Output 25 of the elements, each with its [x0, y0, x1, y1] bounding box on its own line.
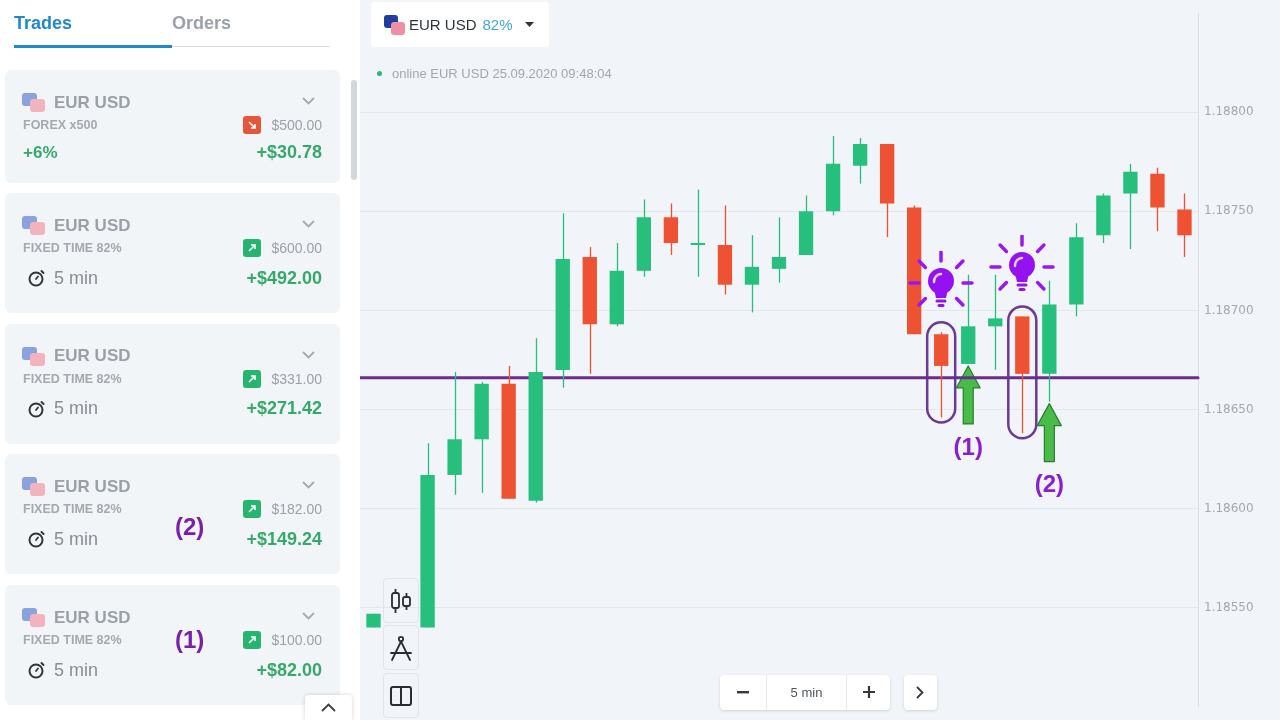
- dropdown-button: EUR USD 82%: [371, 2, 549, 47]
- candlestick: [744, 234, 760, 314]
- candlestick: [771, 216, 787, 284]
- text: Trades: [14, 11, 73, 35]
- trade-card: EUR USD FIXED TIME 82% $331.00 5 min +$271.42: [5, 323, 340, 444]
- y-tick-label: 1.18800: [1204, 104, 1254, 119]
- annotation: (1): [953, 432, 983, 460]
- trade-card: EUR USD FOREX x500 $500.00 +6% +$30.78: [5, 70, 340, 183]
- candlestick: [690, 188, 706, 278]
- candlestick: [1123, 163, 1138, 250]
- y-tick-label: 1.18550: [1204, 599, 1254, 614]
- y-tick-label: 1.18700: [1204, 302, 1254, 317]
- y-tick-label: 1.18750: [1204, 203, 1254, 218]
- text: online EUR USD 25.09.2020 09:48:04: [392, 65, 612, 81]
- y-tick-label: 1.18600: [1204, 500, 1254, 515]
- annotation: (2): [1034, 470, 1064, 498]
- zoom-control: 5 min: [720, 675, 890, 710]
- chart-title: EUR USD: [409, 16, 477, 33]
- text: Orders: [172, 11, 232, 35]
- trade-card: EUR USD FIXED TIME 82% $600.00 5 min +$492.00: [5, 193, 340, 313]
- candlestick: [852, 137, 868, 185]
- annotation: 5 min: [790, 685, 823, 700]
- trade-card: EUR USD FIXED TIME 82% $100.00 5 min +$82.00 (1): [5, 585, 340, 706]
- y-tick-label: 1.18650: [1204, 401, 1254, 416]
- annotation: 82%: [482, 16, 513, 33]
